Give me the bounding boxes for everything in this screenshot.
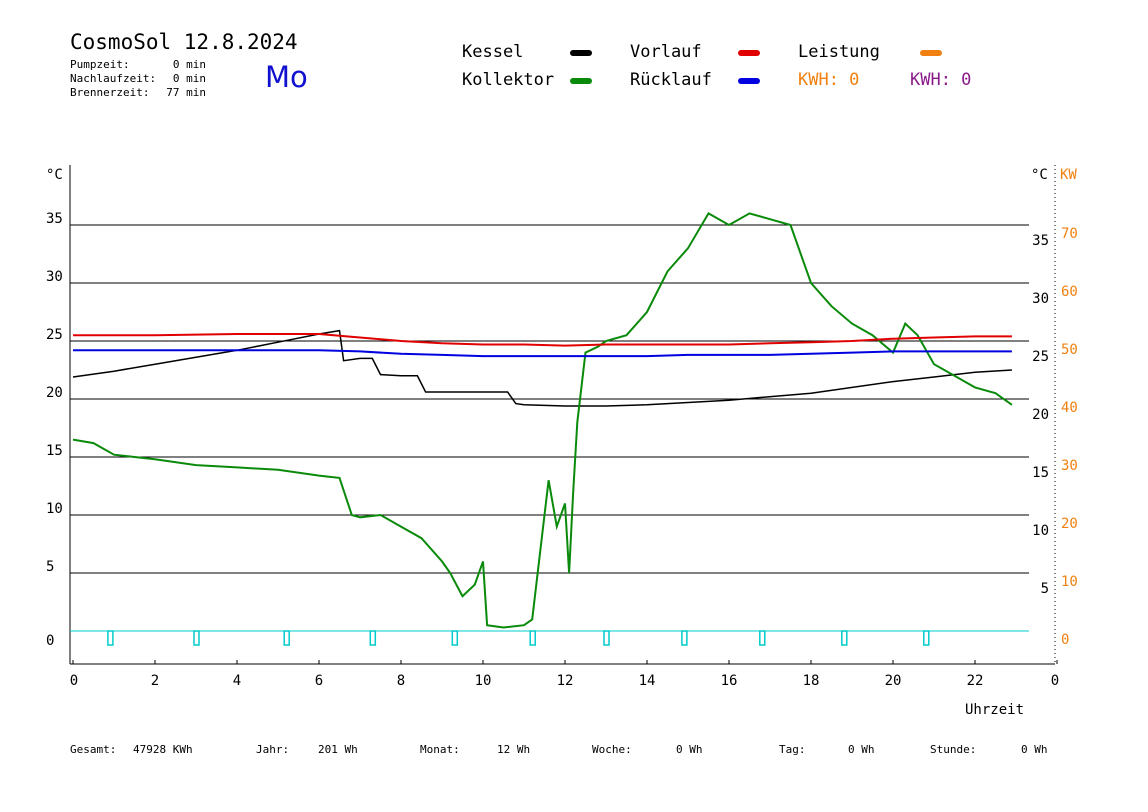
- kwh-value-orange: KWH: 0: [798, 70, 860, 90]
- y-tick-label-right-kw: 60: [1061, 284, 1078, 300]
- pump-marker: [369, 630, 377, 646]
- series-lines: [72, 212, 1013, 632]
- x-tick-label: 8: [397, 673, 405, 689]
- y-tick-label-right-kw: 0: [1061, 632, 1069, 648]
- x-tick-label: 4: [233, 673, 241, 689]
- info-value: 0 min: [172, 72, 206, 85]
- x-tick-label: 2: [151, 673, 159, 689]
- legend-label-leistung: Leistung: [798, 42, 880, 62]
- tick-labels: 0 2 4 6 8 10 12 14 16 18 20 22 0 0 5 10 15 20 25 30 35 5 10 15 2…: [46, 211, 1078, 689]
- y-tick-label-right-kw: 30: [1061, 458, 1078, 474]
- weekday-label: Mo: [265, 60, 308, 94]
- footer-label: Stunde:: [930, 743, 977, 756]
- grid-lines: [70, 224, 1029, 574]
- y-tick-label-right-kw: 40: [1061, 400, 1078, 416]
- y-tick-label-left: 5: [46, 559, 54, 575]
- axes: [69, 165, 1058, 665]
- pump-marker: [451, 630, 459, 646]
- footer-value: 0 Wh: [676, 743, 703, 756]
- y-axis-label-right-celsius: °C: [1031, 167, 1048, 183]
- legend-label-ruecklauf: Rücklauf: [630, 70, 712, 90]
- info-label: Pumpzeit:: [70, 58, 130, 71]
- pump-marker: [193, 630, 200, 646]
- pump-marker: [681, 630, 688, 646]
- x-tick-label: 12: [557, 673, 574, 689]
- x-tick-label: 14: [639, 673, 656, 689]
- info-row: Pumpzeit: 0 min: [70, 58, 206, 71]
- series-line-3: [73, 349, 1012, 358]
- info-row: Brennerzeit: 77 min: [70, 86, 206, 99]
- info-row: Nachlaufzeit: 0 min: [70, 72, 206, 85]
- footer-label: Jahr:: [256, 743, 290, 756]
- footer-label: Monat:: [420, 743, 460, 756]
- footer-value: 0 Wh: [1021, 743, 1048, 756]
- legend-swatch-kessel: [570, 50, 592, 56]
- x-tick-label: 0: [1051, 673, 1059, 689]
- x-tick-label: 16: [721, 673, 738, 689]
- x-axis-label: Uhrzeit: [965, 702, 1024, 718]
- legend-swatch-leistung: [920, 50, 942, 56]
- footer-value: 12 Wh: [497, 743, 531, 756]
- y-tick-label-right-celsius: 15: [1032, 465, 1049, 481]
- x-tick-label: 0: [70, 673, 78, 689]
- x-tick-label: 10: [475, 673, 492, 689]
- y-axis-label-right-kw: KW: [1060, 167, 1077, 183]
- y-tick-label-left: 25: [46, 327, 63, 343]
- y-tick-label-right-kw: 10: [1061, 574, 1078, 590]
- pump-marker: [603, 630, 610, 646]
- y-tick-label-right-celsius: 5: [1041, 581, 1049, 597]
- page-title: CosmoSol 12.8.2024: [70, 30, 298, 54]
- pump-marker: [107, 630, 114, 646]
- y-tick-label-left: 10: [46, 501, 63, 517]
- x-tick-label: 20: [885, 673, 902, 689]
- y-tick-label-right-kw: 20: [1061, 516, 1078, 532]
- y-tick-label-right-kw: 70: [1061, 226, 1078, 242]
- y-tick-label-right-celsius: 10: [1032, 523, 1049, 539]
- pump-marker: [759, 630, 766, 646]
- y-tick-label-right-celsius: 35: [1032, 233, 1049, 249]
- pump-marker: [923, 630, 930, 646]
- y-tick-label-right-celsius: 25: [1032, 349, 1049, 365]
- y-tick-label-left: 0: [46, 633, 54, 649]
- footer-value: 201 Wh: [318, 743, 358, 756]
- y-axis-label-left: °C: [46, 167, 63, 183]
- footer-label: Woche:: [592, 743, 632, 756]
- legend-label-kessel: Kessel: [462, 42, 524, 62]
- x-tick-label: 18: [803, 673, 820, 689]
- y-tick-label-left: 20: [46, 385, 63, 401]
- info-label: Brennerzeit:: [70, 86, 150, 99]
- pump-marker: [841, 630, 848, 646]
- legend-swatch-vorlauf: [738, 50, 760, 56]
- x-tick-label: 6: [315, 673, 323, 689]
- legend-label-vorlauf: Vorlauf: [630, 42, 702, 62]
- y-tick-label-right-celsius: 30: [1032, 291, 1049, 307]
- kwh-value-purple: KWH: 0: [910, 70, 972, 90]
- y-tick-label-left: 35: [46, 211, 63, 227]
- y-tick-label-right-kw: 50: [1061, 342, 1078, 358]
- footer-label: Tag:: [779, 743, 806, 756]
- y-tick-label-left: 15: [46, 443, 63, 459]
- pump-marker: [529, 630, 536, 646]
- legend-swatch-ruecklauf: [738, 78, 760, 84]
- y-tick-label-right-celsius: 20: [1032, 407, 1049, 423]
- info-value: 0 min: [172, 58, 206, 71]
- pump-marker: [283, 630, 290, 646]
- footer-label: Gesamt:: [70, 743, 117, 756]
- legend-swatch-kollektor: [570, 78, 592, 84]
- legend-label-kollektor: Kollektor: [462, 70, 555, 90]
- pump-markers: [107, 630, 930, 646]
- info-value: 77 min: [166, 86, 206, 99]
- footer-value: 47928 KWh: [133, 743, 193, 756]
- y-tick-label-left: 30: [46, 269, 63, 285]
- footer-value: 0 Wh: [848, 743, 875, 756]
- series-line-0: [72, 329, 1012, 407]
- info-label: Nachlaufzeit:: [70, 72, 157, 85]
- series-line-1: [72, 212, 1013, 629]
- x-tick-label: 22: [967, 673, 984, 689]
- series-line-2: [73, 333, 1012, 347]
